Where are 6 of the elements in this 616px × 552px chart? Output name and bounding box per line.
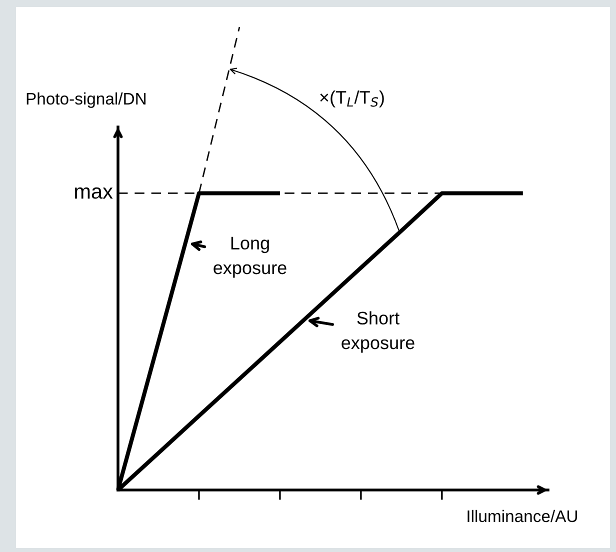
y-axis-title: Photo-signal/DN	[26, 92, 146, 108]
annotation: Long exposure	[214, 236, 286, 278]
annotation: Short exposure	[342, 311, 414, 353]
series-label: max	[75, 187, 113, 199]
annotation: ×(T$_{L}$/T$_{S}$)	[320, 90, 384, 108]
x-axis-title: Illuminance/AU	[468, 510, 577, 522]
